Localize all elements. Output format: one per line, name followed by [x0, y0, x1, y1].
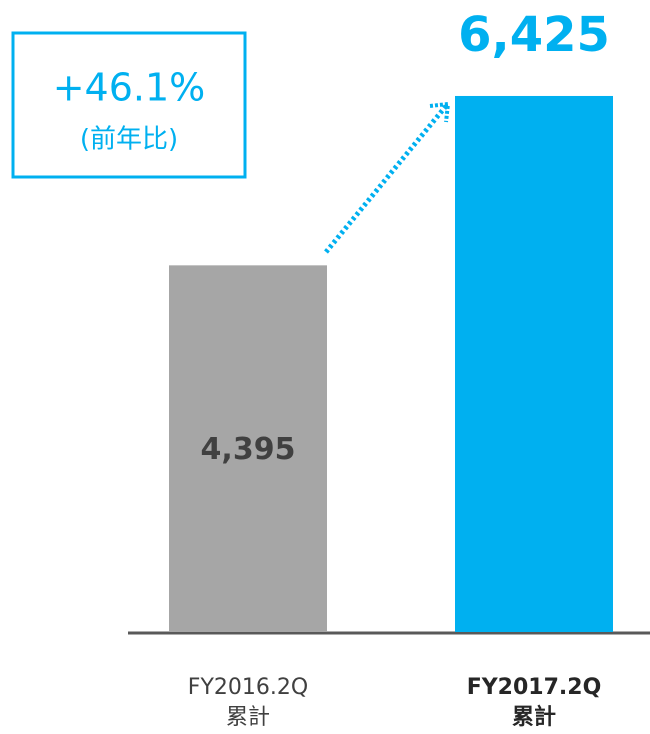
x-tick-label: 累計 — [226, 705, 270, 730]
annotation-subtext: (前年比) — [80, 125, 178, 155]
x-tick-label: 累計 — [512, 704, 556, 730]
x-tick-label: FY2017.2Q — [467, 675, 602, 700]
value-label: 6,425 — [458, 7, 610, 63]
x-tick-label: FY2016.2Q — [188, 675, 308, 700]
growth-arrow — [324, 104, 448, 254]
growth-arrow-head — [429, 101, 451, 123]
bar — [455, 95, 613, 632]
value-label: 4,395 — [201, 432, 296, 467]
annotation-box — [11, 31, 247, 179]
bar — [169, 265, 327, 632]
annotation-text: +46.1% — [53, 66, 206, 110]
